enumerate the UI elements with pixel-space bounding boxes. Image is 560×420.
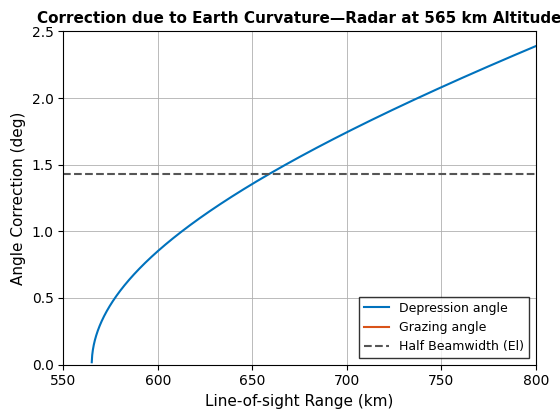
Line: Grazing angle: Grazing angle [92,367,536,420]
Depression angle [108,302,114,307]
Depression angle [437,85,444,90]
Title: Correction due to Earth Curvature—Radar at 565 km Altitude: Correction due to Earth Curvature—Radar … [38,11,560,26]
Depression angle [519,49,526,54]
Depression angle [302,151,309,156]
Depression angle [291,158,297,163]
Legend: Depression angle, Grazing angle, Half Beamwidth (El): Depression angle, Grazing angle, Half Be… [360,297,529,358]
X-axis label: Line-of-sight Range (km): Line-of-sight Range (km) [206,394,394,409]
Depression angle [533,44,539,49]
Y-axis label: Angle Correction (deg): Angle Correction (deg) [11,111,26,285]
Line: Depression angle: Depression angle [92,46,536,362]
Depression angle [519,49,526,54]
